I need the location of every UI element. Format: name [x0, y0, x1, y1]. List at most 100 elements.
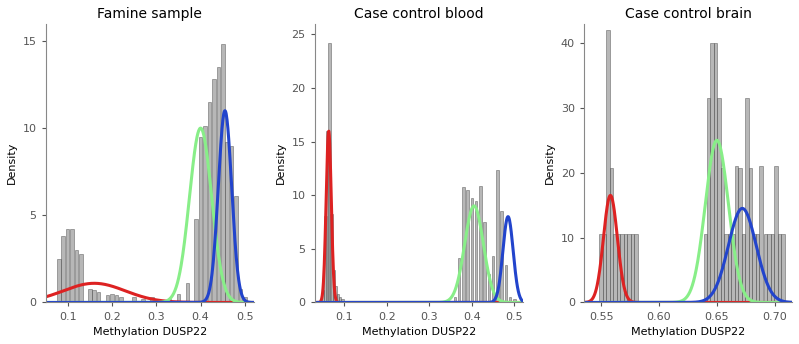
Bar — [208, 102, 211, 302]
Bar — [168, 299, 171, 302]
Y-axis label: Density: Density — [545, 142, 555, 184]
Bar — [718, 98, 721, 302]
Bar — [620, 234, 624, 302]
Bar — [745, 98, 749, 302]
Title: Famine sample: Famine sample — [97, 7, 202, 21]
Bar — [185, 283, 189, 302]
Bar — [771, 234, 774, 302]
Bar — [606, 30, 610, 302]
Bar — [97, 292, 101, 302]
Bar — [199, 137, 202, 302]
Bar — [336, 294, 340, 302]
Bar — [203, 126, 207, 302]
Bar — [603, 234, 606, 302]
Bar — [339, 297, 341, 302]
Bar — [479, 185, 482, 302]
X-axis label: Methylation DUSP22: Methylation DUSP22 — [631, 327, 745, 337]
Bar — [326, 131, 328, 302]
Bar — [741, 234, 745, 302]
Bar — [471, 198, 473, 302]
Bar — [513, 299, 515, 302]
Bar — [731, 234, 735, 302]
Bar — [335, 286, 337, 302]
Bar — [234, 196, 238, 302]
Bar — [624, 234, 627, 302]
Bar — [114, 295, 118, 302]
Bar — [617, 234, 620, 302]
Bar — [454, 297, 456, 302]
Bar — [230, 146, 233, 302]
Bar — [70, 229, 74, 302]
Bar — [505, 265, 507, 302]
Bar — [614, 234, 617, 302]
Bar — [341, 299, 344, 302]
Bar — [752, 234, 756, 302]
Bar — [324, 216, 327, 302]
Bar — [634, 234, 638, 302]
Bar — [150, 297, 153, 302]
Bar — [93, 290, 96, 302]
Bar — [500, 211, 503, 302]
Bar — [610, 168, 614, 302]
Bar — [781, 234, 785, 302]
Bar — [66, 229, 70, 302]
Y-axis label: Density: Density — [7, 142, 17, 184]
Bar — [217, 67, 220, 302]
Bar — [105, 295, 109, 302]
Bar — [212, 79, 216, 302]
Bar — [509, 297, 511, 302]
Bar — [194, 219, 198, 302]
Bar — [57, 259, 61, 302]
Bar — [462, 186, 465, 302]
Bar — [328, 43, 331, 302]
Bar — [225, 142, 229, 302]
Bar — [496, 171, 499, 302]
Bar — [764, 234, 767, 302]
Bar — [759, 166, 762, 302]
Bar — [756, 234, 759, 302]
Bar — [738, 168, 741, 302]
Bar — [239, 289, 242, 302]
Bar — [177, 294, 181, 302]
Bar — [774, 166, 777, 302]
Bar — [331, 215, 333, 302]
Bar — [749, 168, 752, 302]
Bar — [221, 44, 225, 302]
Bar — [599, 234, 603, 302]
Bar — [467, 190, 469, 302]
Bar — [725, 234, 728, 302]
Bar — [735, 166, 738, 302]
Title: Case control brain: Case control brain — [625, 7, 751, 21]
Bar — [322, 290, 324, 302]
Bar — [458, 258, 460, 302]
Bar — [492, 256, 495, 302]
Bar — [627, 234, 630, 302]
Bar — [332, 270, 335, 302]
Bar — [133, 297, 136, 302]
Bar — [728, 234, 731, 302]
Bar — [141, 299, 145, 302]
Bar — [62, 236, 65, 302]
Bar — [79, 254, 83, 302]
Bar — [88, 289, 92, 302]
Bar — [710, 43, 714, 302]
Bar — [475, 201, 478, 302]
Bar — [704, 234, 707, 302]
Bar — [767, 234, 771, 302]
Bar — [243, 297, 247, 302]
Bar — [110, 294, 113, 302]
Title: Case control blood: Case control blood — [354, 7, 483, 21]
X-axis label: Methylation DUSP22: Methylation DUSP22 — [93, 327, 207, 337]
Bar — [714, 43, 718, 302]
Bar — [119, 297, 122, 302]
Y-axis label: Density: Density — [276, 142, 286, 184]
Bar — [630, 234, 634, 302]
Bar — [707, 98, 710, 302]
Bar — [483, 222, 486, 302]
Bar — [721, 168, 725, 302]
Bar — [487, 273, 490, 302]
Bar — [518, 301, 520, 302]
Bar — [75, 250, 78, 302]
X-axis label: Methylation DUSP22: Methylation DUSP22 — [362, 327, 476, 337]
Bar — [777, 234, 781, 302]
